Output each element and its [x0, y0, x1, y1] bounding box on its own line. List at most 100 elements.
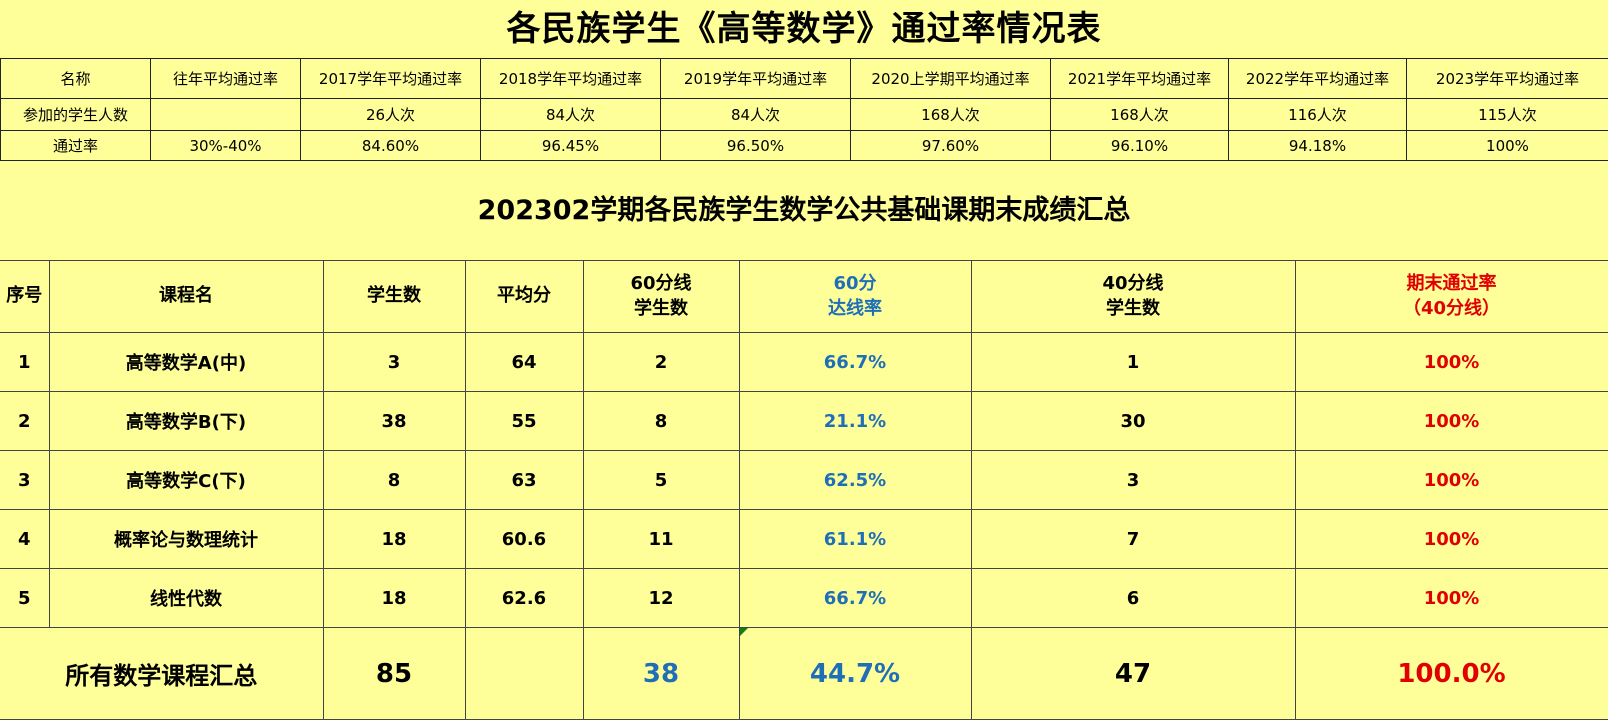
- header-pass40-line1: 40分线: [972, 272, 1295, 296]
- total-rate60: 44.7%: [739, 628, 971, 720]
- cell-course: 线性代数: [49, 569, 323, 628]
- pass-cell: 168人次: [851, 99, 1051, 131]
- cell-avg: 55: [465, 392, 583, 451]
- cell-rate60: 66.7%: [739, 569, 971, 628]
- cell-avg: 64: [465, 333, 583, 392]
- cell-final: 100%: [1295, 392, 1608, 451]
- cell-final: 100%: [1295, 510, 1608, 569]
- header-avg: 平均分: [465, 261, 583, 333]
- header-final-line2: （40分线）: [1296, 297, 1608, 321]
- cell-pass60: 11: [583, 510, 739, 569]
- cell-pass40: 7: [971, 510, 1295, 569]
- cell-rate60: 66.7%: [739, 333, 971, 392]
- header-rate60-line1: 60分: [740, 272, 971, 296]
- header-course: 课程名: [49, 261, 323, 333]
- cell-students: 8: [323, 451, 465, 510]
- total-pass40: 47: [971, 628, 1295, 720]
- cell-seq: 2: [0, 392, 49, 451]
- cell-pass60: 8: [583, 392, 739, 451]
- header-pass60-line1: 60分线: [584, 272, 739, 296]
- header-seq: 序号: [0, 261, 49, 333]
- cell-course: 高等数学A(中): [49, 333, 323, 392]
- cell-final: 100%: [1295, 333, 1608, 392]
- header-rate60-line2: 达线率: [740, 297, 971, 321]
- header-final-line1: 期末通过率: [1296, 272, 1608, 296]
- pass-rate-title: 各民族学生《高等数学》通过率情况表: [0, 0, 1608, 58]
- cell-rate60: 62.5%: [739, 451, 971, 510]
- pass-cell: 96.10%: [1051, 131, 1229, 161]
- total-pass60: 38: [583, 628, 739, 720]
- pass-cell: 116人次: [1229, 99, 1407, 131]
- total-final: 100.0%: [1295, 628, 1608, 720]
- pass-cell: 2022学年平均通过率: [1229, 59, 1407, 99]
- cell-final: 100%: [1295, 451, 1608, 510]
- pass-cell: 2018学年平均通过率: [481, 59, 661, 99]
- cell-students: 18: [323, 569, 465, 628]
- pass-cell: 96.50%: [661, 131, 851, 161]
- pass-cell: 84.60%: [301, 131, 481, 161]
- pass-cell: 名称: [1, 59, 151, 99]
- cell-pass60: 2: [583, 333, 739, 392]
- pass-cell: 30%-40%: [151, 131, 301, 161]
- cell-seq: 1: [0, 333, 49, 392]
- cell-final: 100%: [1295, 569, 1608, 628]
- header-pass40: 40分线学生数: [971, 261, 1295, 333]
- pass-cell: 2021学年平均通过率: [1051, 59, 1229, 99]
- header-final: 期末通过率（40分线）: [1295, 261, 1608, 333]
- header-pass60: 60分线学生数: [583, 261, 739, 333]
- cell-pass60: 12: [583, 569, 739, 628]
- cell-seq: 5: [0, 569, 49, 628]
- pass-cell: 通过率: [1, 131, 151, 161]
- cell-course: 高等数学C(下): [49, 451, 323, 510]
- cell-students: 3: [323, 333, 465, 392]
- total-students: 85: [323, 628, 465, 720]
- pass-cell: 168人次: [1051, 99, 1229, 131]
- cell-rate60: 61.1%: [739, 510, 971, 569]
- total-label: 所有数学课程汇总: [0, 628, 323, 720]
- pass-cell: 2017学年平均通过率: [301, 59, 481, 99]
- pass-cell: 115人次: [1407, 99, 1608, 131]
- pass-cell: 84人次: [661, 99, 851, 131]
- cell-rate60: 21.1%: [739, 392, 971, 451]
- pass-cell: 参加的学生人数: [1, 99, 151, 131]
- grade-summary-table: 序号 课程名 学生数 平均分 60分线学生数 60分达线率 40分线学生数 期末…: [0, 260, 1608, 720]
- cell-pass40: 6: [971, 569, 1295, 628]
- cell-avg: 63: [465, 451, 583, 510]
- total-avg: [465, 628, 583, 720]
- pass-cell: [151, 99, 301, 131]
- pass-cell: 2019学年平均通过率: [661, 59, 851, 99]
- cell-course: 概率论与数理统计: [49, 510, 323, 569]
- total-row: 所有数学课程汇总 85 38 44.7% 47 100.0%: [0, 628, 1608, 720]
- cell-seq: 4: [0, 510, 49, 569]
- grade-summary-title: 202302学期各民族学生数学公共基础课期末成绩汇总: [0, 186, 1608, 236]
- pass-cell: 2020上学期平均通过率: [851, 59, 1051, 99]
- pass-cell: 往年平均通过率: [151, 59, 301, 99]
- header-pass60-line2: 学生数: [584, 297, 739, 321]
- cell-course: 高等数学B(下): [49, 392, 323, 451]
- pass-cell: 94.18%: [1229, 131, 1407, 161]
- pass-cell: 84人次: [481, 99, 661, 131]
- cell-students: 18: [323, 510, 465, 569]
- cell-pass40: 3: [971, 451, 1295, 510]
- cell-seq: 3: [0, 451, 49, 510]
- pass-cell: 2023学年平均通过率: [1407, 59, 1608, 99]
- cell-pass40: 1: [971, 333, 1295, 392]
- pass-cell: 26人次: [301, 99, 481, 131]
- pass-cell: 97.60%: [851, 131, 1051, 161]
- header-students: 学生数: [323, 261, 465, 333]
- header-rate60: 60分达线率: [739, 261, 971, 333]
- cell-pass40: 30: [971, 392, 1295, 451]
- pass-cell: 100%: [1407, 131, 1608, 161]
- cell-students: 38: [323, 392, 465, 451]
- cell-avg: 60.6: [465, 510, 583, 569]
- cell-avg: 62.6: [465, 569, 583, 628]
